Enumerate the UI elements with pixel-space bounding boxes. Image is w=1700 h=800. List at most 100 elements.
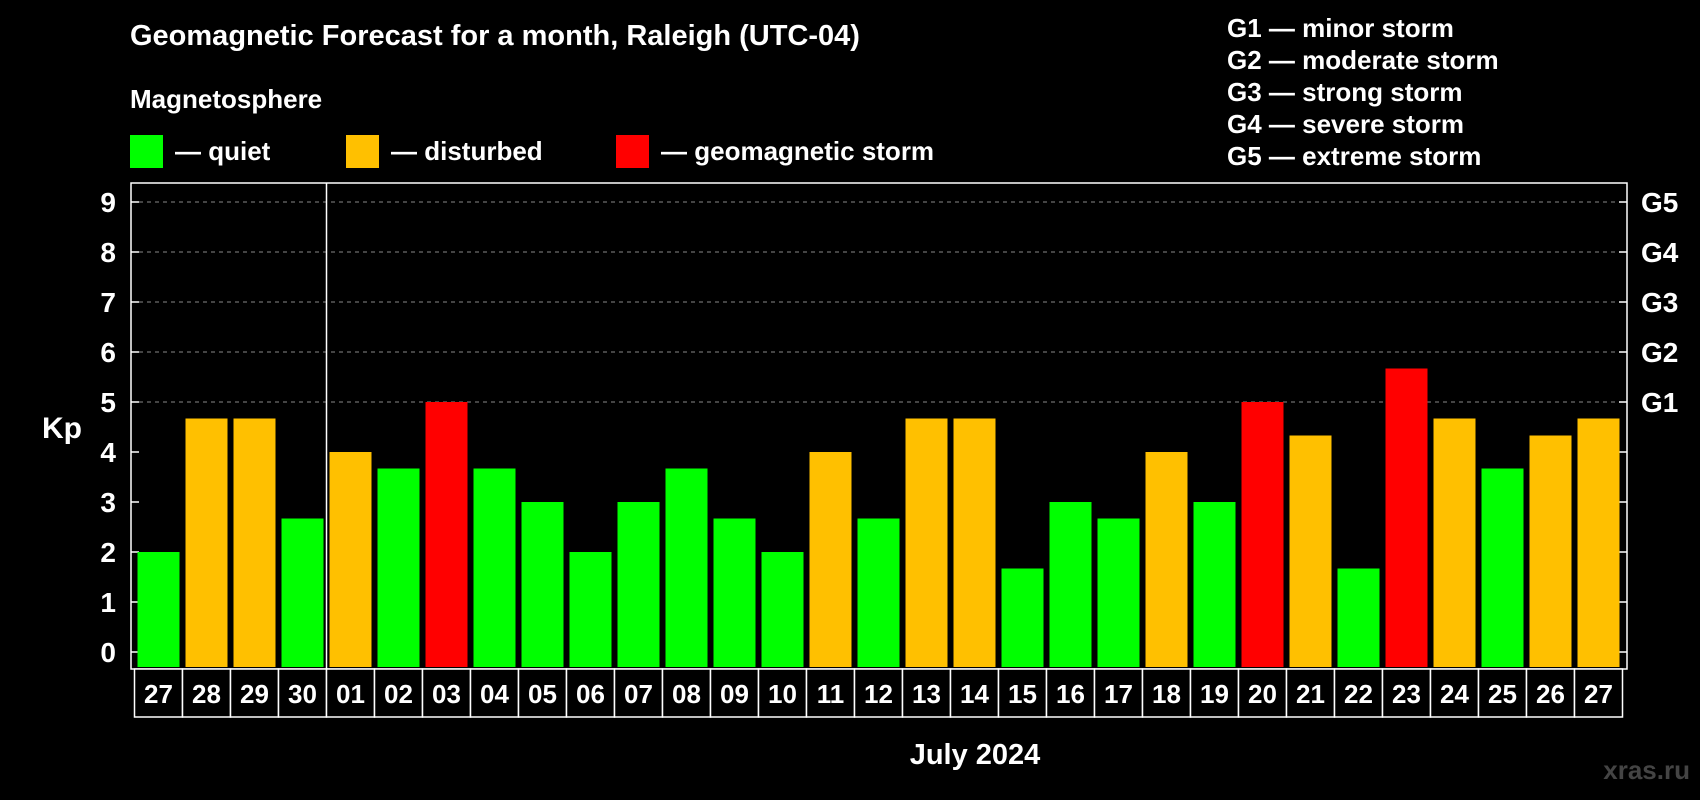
kp-bar	[1097, 518, 1140, 667]
legend-swatch-disturbed	[346, 134, 379, 168]
x-tick-label: 26	[1536, 679, 1565, 709]
kp-bar	[1193, 502, 1236, 667]
x-label-box	[1477, 668, 1528, 718]
x-label-box	[1189, 668, 1240, 718]
g-level-2: G2 — moderate storm	[1227, 45, 1499, 75]
x-tick-label: 06	[576, 679, 605, 709]
x-tick-label: 27	[1584, 679, 1613, 709]
x-tick-label: 22	[1344, 679, 1373, 709]
kp-bar	[425, 402, 468, 667]
g-level-5: G5 — extreme storm	[1227, 141, 1482, 171]
x-tick-label: 05	[528, 679, 557, 709]
x-label-box	[1525, 668, 1576, 718]
kp-bar	[1433, 418, 1476, 667]
legend-label-disturbed: — disturbed	[391, 135, 543, 166]
kp-bar	[857, 518, 900, 667]
x-tick-label: 03	[432, 679, 461, 709]
x-label-box	[1093, 668, 1144, 718]
x-tick-label: 01	[336, 679, 365, 709]
x-tick-label: 02	[384, 679, 413, 709]
x-tick-label: 30	[288, 679, 317, 709]
x-tick-label: 18	[1152, 679, 1181, 709]
x-label-box	[1429, 668, 1480, 718]
x-label-box	[853, 668, 904, 718]
y-tick-label: 8	[100, 237, 116, 268]
g-axis-label: G5	[1641, 187, 1678, 218]
x-tick-label: 25	[1488, 679, 1517, 709]
x-tick-label: 27	[144, 679, 173, 709]
y-axis-label: Kp	[42, 412, 82, 445]
y-tick-label: 1	[100, 587, 116, 618]
x-label-box	[565, 668, 616, 718]
kp-bar	[1529, 435, 1572, 667]
x-label-box	[709, 668, 760, 718]
g-axis-label: G4	[1641, 237, 1679, 268]
legend-quiet: — quiet	[130, 134, 270, 168]
g-level-3: G3 — strong storm	[1227, 77, 1463, 107]
g-level-legend: G1 — minor storm G2 — moderate storm G3 …	[1227, 12, 1499, 172]
x-tick-label: 28	[192, 679, 221, 709]
watermark: xras.ru	[1603, 755, 1690, 785]
y-tick-label: 7	[100, 287, 116, 318]
y-tick-label: 3	[100, 487, 116, 518]
legend-storm: — geomagnetic storm	[616, 134, 934, 168]
kp-bar	[329, 452, 372, 667]
x-label-box	[805, 668, 856, 718]
x-tick-label: 16	[1056, 679, 1085, 709]
x-tick-label: 10	[768, 679, 797, 709]
legend-disturbed: — disturbed	[346, 134, 543, 168]
g-axis-label: G1	[1641, 387, 1678, 418]
x-tick-label: 24	[1440, 679, 1469, 709]
x-tick-label: 08	[672, 679, 701, 709]
kp-bar	[1145, 452, 1188, 667]
y-tick-label: 4	[100, 437, 116, 468]
kp-bar	[1385, 368, 1428, 667]
kp-bar	[953, 418, 996, 667]
kp-bar	[185, 418, 228, 667]
x-tick-label: 09	[720, 679, 749, 709]
kp-bar	[1241, 402, 1284, 667]
kp-bar	[569, 552, 612, 667]
legend-swatch-storm	[616, 134, 649, 168]
x-label-box	[1381, 668, 1432, 718]
x-tick-label: 04	[480, 679, 509, 709]
kp-bar	[1481, 468, 1524, 667]
x-tick-label: 17	[1104, 679, 1133, 709]
chart-title: Geomagnetic Forecast for a month, Raleig…	[130, 20, 860, 52]
x-tick-label: 21	[1296, 679, 1325, 709]
x-label-box	[613, 668, 664, 718]
kp-bar	[761, 552, 804, 667]
kp-bar	[713, 518, 756, 667]
x-tick-label: 14	[960, 679, 989, 709]
y-tick-label: 2	[100, 537, 116, 568]
x-axis-label: July 2024	[910, 739, 1041, 771]
kp-bar	[521, 502, 564, 667]
x-label-box	[421, 668, 472, 718]
kp-bar	[1049, 502, 1092, 667]
y-tick-label: 0	[100, 637, 116, 668]
x-tick-label: 11	[817, 679, 845, 709]
x-tick-label: 07	[624, 679, 653, 709]
g-level-4: G4 — severe storm	[1227, 109, 1465, 139]
y-tick-label: 9	[100, 187, 116, 218]
x-tick-label: 12	[864, 679, 893, 709]
legend-swatch-quiet	[130, 134, 163, 168]
y-tick-label: 5	[100, 387, 116, 418]
x-label-box	[277, 668, 328, 718]
x-label-box	[757, 668, 808, 718]
x-label-box	[1285, 668, 1336, 718]
g-axis-label: G3	[1641, 287, 1678, 318]
kp-bar	[377, 468, 420, 667]
kp-bar	[809, 452, 852, 667]
x-tick-label: 23	[1392, 679, 1421, 709]
x-tick-label: 19	[1200, 679, 1229, 709]
kp-bar	[233, 418, 276, 667]
kp-bar	[1001, 568, 1044, 667]
x-label-box	[325, 668, 376, 718]
x-label-box	[1573, 668, 1624, 718]
x-tick-label: 20	[1248, 679, 1277, 709]
kp-bar	[1337, 568, 1380, 667]
kp-bar	[905, 418, 948, 667]
kp-bar	[281, 518, 324, 667]
legend-label-quiet: — quiet	[175, 135, 271, 166]
